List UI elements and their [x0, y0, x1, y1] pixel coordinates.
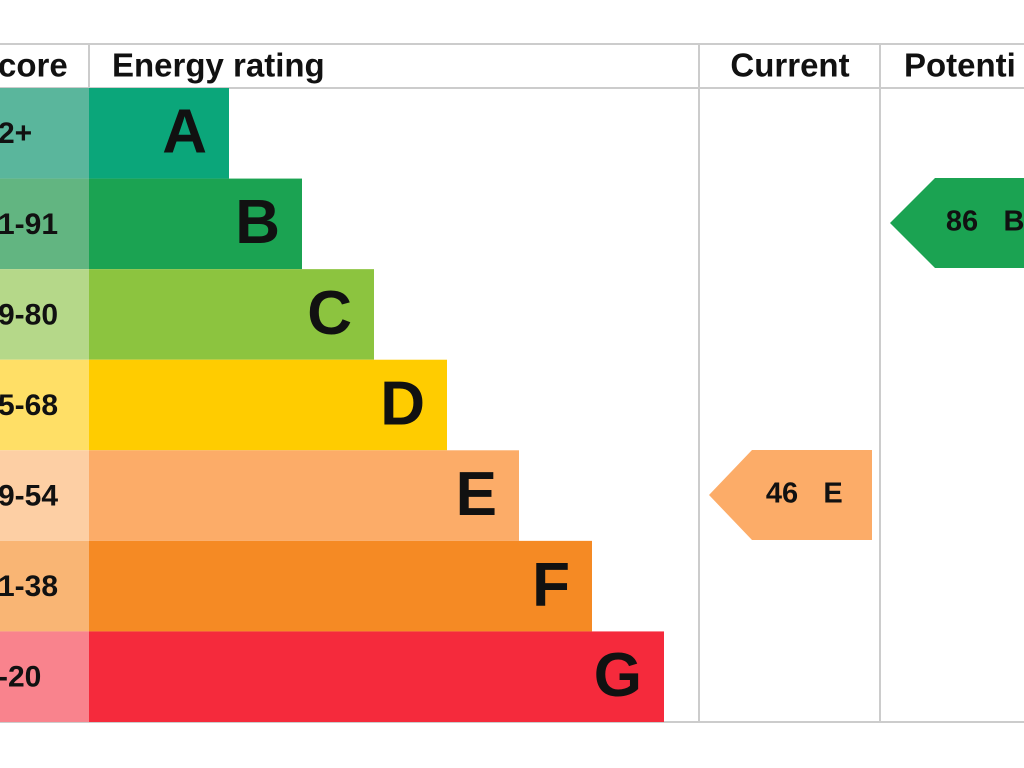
rating-bar [89, 88, 229, 179]
current-header: Current [730, 47, 849, 84]
score-range: 5-68 [0, 389, 58, 422]
current-rating: E [823, 478, 842, 510]
score-range: 1-91 [0, 208, 58, 241]
potential-header: Potenti [904, 47, 1016, 84]
score-range: 1-38 [0, 570, 58, 603]
score-range: 2+ [0, 117, 32, 150]
rating-bar [89, 631, 664, 722]
score-cell [0, 359, 89, 451]
rating-letter: F [532, 551, 570, 620]
score-cell [0, 178, 89, 270]
rating-bar [89, 540, 592, 632]
current-arrow [709, 450, 872, 540]
rating-letter: E [456, 460, 497, 529]
rating-bar [89, 269, 374, 360]
rating-letter: D [380, 369, 425, 438]
score-cell [0, 631, 89, 722]
score-cell [0, 269, 89, 360]
rating-letter: C [307, 279, 352, 348]
current-value: 46 [766, 478, 798, 510]
potential-value: 86 [946, 206, 978, 238]
score-range: -20 [0, 661, 41, 694]
score-cell [0, 450, 89, 541]
rating-bar [89, 359, 447, 451]
rating-bar [89, 450, 519, 541]
score-cell [0, 540, 89, 632]
rating-letter: A [162, 98, 207, 167]
score-cell [0, 88, 89, 179]
score-range: 9-80 [0, 298, 58, 331]
rating-letter: B [235, 188, 280, 257]
rating-bar [89, 178, 302, 270]
potential-rating: B [1004, 206, 1024, 238]
rating-header: Energy rating [112, 47, 325, 84]
score-header: core [0, 47, 68, 84]
rating-rows: 2+ A 1-91 B 9-80 C 5-68 D 9-54 E 1-38 F -20 G [0, 88, 664, 722]
rating-letter: G [594, 641, 642, 710]
potential-arrow [890, 178, 1024, 268]
score-range: 9-54 [0, 479, 58, 512]
